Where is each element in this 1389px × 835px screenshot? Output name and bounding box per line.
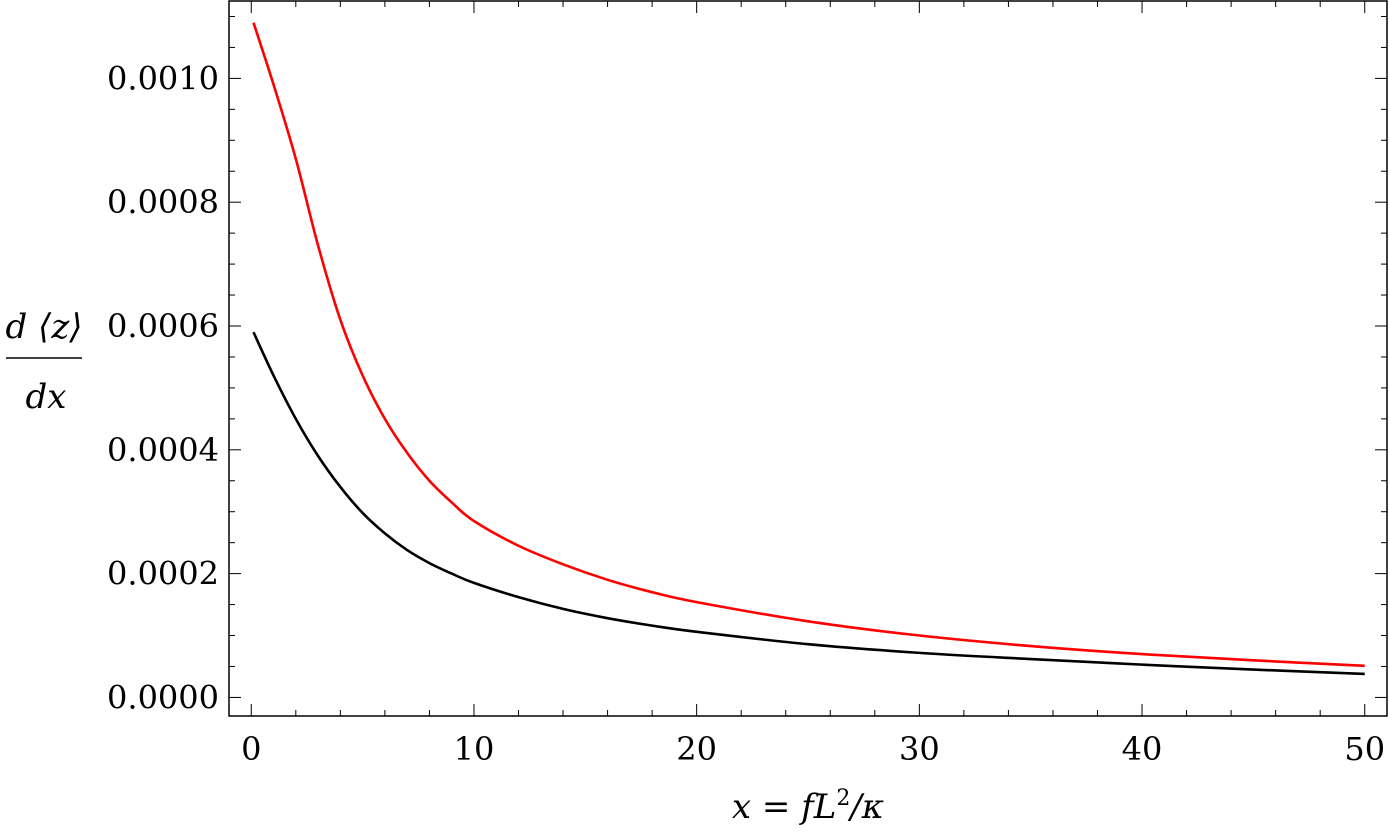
y-axis-label: d ⟨z⟩ dx xyxy=(5,307,82,417)
y-axis-ticks: 0.0000 0.0002 0.0004 0.0006 0.0008 0.0010 xyxy=(107,15,1387,716)
y-tick-label: 0.0008 xyxy=(107,183,219,221)
y-axis-label-numerator: d ⟨z⟩ xyxy=(5,307,82,347)
x-tick-label: 20 xyxy=(676,730,717,768)
y-axis-label-denominator: dx xyxy=(26,377,67,417)
x-tick-label: 10 xyxy=(454,730,495,768)
plot-frame xyxy=(228,0,1388,717)
y-tick-label: 0.0002 xyxy=(107,555,219,593)
x-axis-label-main: x = fL xyxy=(732,787,836,827)
series-line-2 xyxy=(252,331,1365,676)
y-tick-label: 0.0004 xyxy=(107,431,219,469)
x-tick-label: 0 xyxy=(241,730,261,768)
x-axis-label-tail: /κ xyxy=(847,787,884,827)
x-axis-label-superscript: 2 xyxy=(836,786,850,811)
y-tick-label: 0.0006 xyxy=(107,307,219,345)
x-tick-label: 30 xyxy=(899,730,940,768)
x-tick-label: 40 xyxy=(1122,730,1163,768)
y-tick-label: 0.0000 xyxy=(107,678,219,716)
y-tick-label: 0.0010 xyxy=(107,59,219,97)
x-axis-ticks: 0 10 20 30 40 50 xyxy=(241,1,1385,768)
series-line-1 xyxy=(252,22,1365,668)
series-layer xyxy=(252,22,1365,676)
x-tick-label: 50 xyxy=(1344,730,1385,768)
x-axis-label: x = fL2/κ xyxy=(732,786,884,827)
